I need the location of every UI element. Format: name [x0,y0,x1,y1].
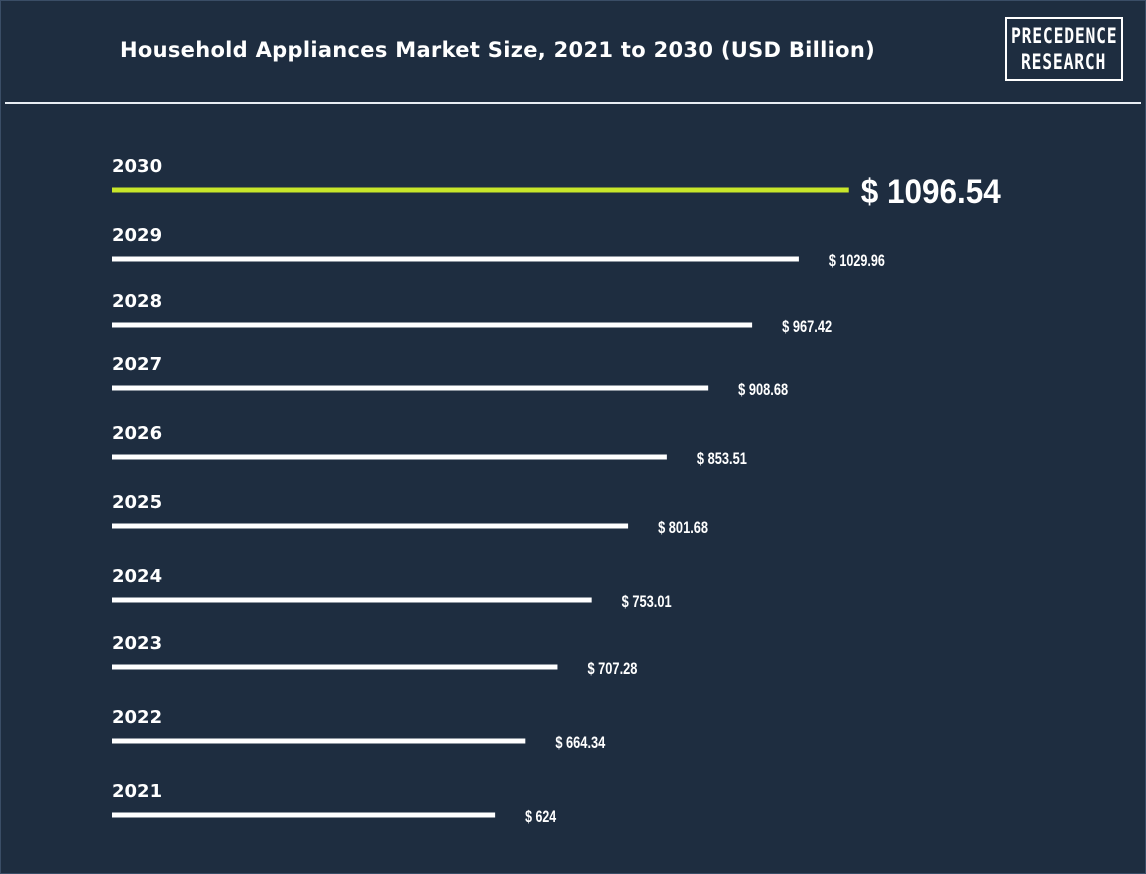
value-label-2021: $ 624 [525,807,556,826]
year-label-2026: 2026 [112,423,162,444]
bar-2027 [112,385,709,391]
bar-2021 [112,812,496,818]
value-label-2025: $ 801.68 [658,518,708,537]
year-label-2025: 2025 [112,492,162,513]
bar-2028 [112,322,753,328]
value-label-2029: $ 1029.96 [829,251,885,270]
year-label-2021: 2021 [112,781,162,802]
bar-2029 [112,256,799,262]
bar-2025 [112,523,629,529]
bar-2026 [112,454,667,460]
year-label-2028: 2028 [112,291,162,312]
value-label-2026: $ 853.51 [697,449,747,468]
precedence-research-logo: PRECEDENCE RESEARCH [1005,17,1123,81]
year-label-2022: 2022 [112,707,162,728]
year-label-2027: 2027 [112,354,162,375]
year-label-2029: 2029 [112,225,162,246]
value-label-2022: $ 664.34 [555,733,605,752]
value-label-2023: $ 707.28 [587,659,637,678]
year-label-2023: 2023 [112,633,162,654]
logo-line-2: RESEARCH [1021,50,1107,74]
bar-2023 [112,664,558,670]
bar-2024 [112,597,592,603]
year-label-2024: 2024 [112,566,162,587]
bar-2030 [112,187,849,193]
chart-title: Household Appliances Market Size, 2021 t… [120,38,876,62]
year-label-2030: 2030 [112,156,162,177]
value-label-2028: $ 967.42 [782,317,832,336]
logo-line-1: PRECEDENCE [1010,24,1118,48]
header-divider [5,102,1141,104]
value-label-2030: $ 1096.54 [861,173,1001,211]
value-label-2027: $ 908.68 [738,380,788,399]
bar-2022 [112,738,526,744]
value-label-2024: $ 753.01 [622,592,672,611]
